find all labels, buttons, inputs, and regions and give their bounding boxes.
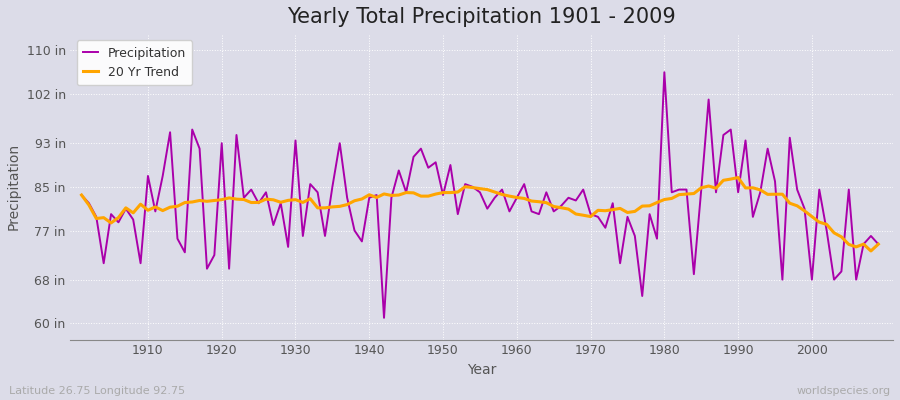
Line: 20 Yr Trend: 20 Yr Trend xyxy=(82,178,878,251)
Precipitation xyxy=(659,70,670,75)
20 Yr Trend xyxy=(342,202,353,207)
Title: Yearly Total Precipitation 1901 - 2009: Yearly Total Precipitation 1901 - 2009 xyxy=(287,7,676,27)
Text: worldspecies.org: worldspecies.org xyxy=(796,386,891,396)
Precipitation xyxy=(518,182,529,186)
Precipitation xyxy=(135,261,146,266)
20 Yr Trend xyxy=(511,195,522,200)
20 Yr Trend xyxy=(733,175,743,180)
20 Yr Trend xyxy=(504,194,515,198)
Precipitation xyxy=(608,201,618,206)
20 Yr Trend xyxy=(76,193,87,198)
Line: Precipitation: Precipitation xyxy=(82,72,878,318)
20 Yr Trend xyxy=(600,208,611,213)
Text: Latitude 26.75 Longitude 92.75: Latitude 26.75 Longitude 92.75 xyxy=(9,386,185,396)
20 Yr Trend xyxy=(135,202,146,206)
Precipitation xyxy=(342,195,353,200)
Precipitation xyxy=(298,234,309,238)
Precipitation xyxy=(76,193,87,198)
20 Yr Trend xyxy=(866,248,877,253)
20 Yr Trend xyxy=(873,242,884,246)
Legend: Precipitation, 20 Yr Trend: Precipitation, 20 Yr Trend xyxy=(76,40,193,85)
Y-axis label: Precipitation: Precipitation xyxy=(7,143,21,230)
Precipitation xyxy=(873,242,884,246)
20 Yr Trend xyxy=(298,200,309,205)
X-axis label: Year: Year xyxy=(467,363,497,377)
Precipitation xyxy=(511,195,522,200)
Precipitation xyxy=(379,316,390,320)
